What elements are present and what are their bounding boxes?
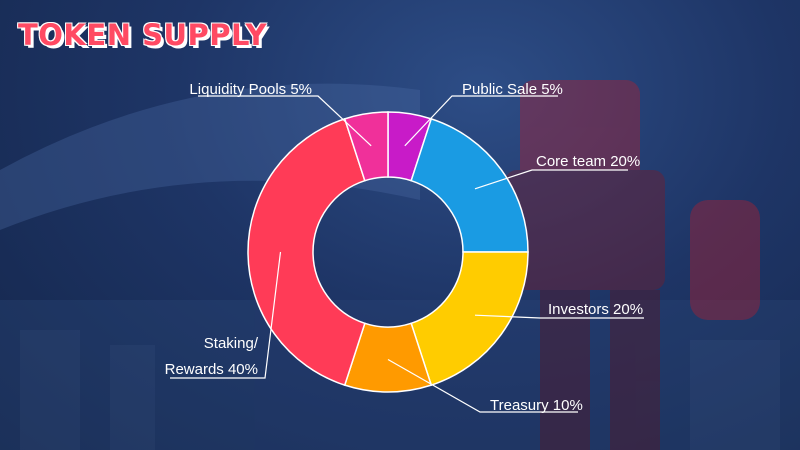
donut-slice-3: [410, 251, 529, 387]
leader-line-4: [387, 358, 578, 413]
background-building: [110, 345, 155, 450]
slice-labels: Public Sale 5% Core team 20% Investors 20%…: [165, 81, 643, 414]
leader-line-1: [404, 95, 558, 147]
leader-line-6: [198, 95, 372, 147]
label-leader-lines: [170, 95, 644, 413]
slice-label-5-line-1: Staking/: [204, 335, 259, 352]
page-title: TOKEN SUPPLY: [18, 18, 267, 52]
donut-slices: [247, 111, 529, 393]
slice-label-3: Investors 20%: [548, 301, 643, 318]
background-banner: [0, 83, 420, 230]
leader-line-2: [474, 169, 628, 190]
leader-line-3: [474, 314, 644, 319]
background-robot: [505, 80, 760, 450]
background-building: [690, 340, 780, 450]
slice-label-5-line-2: Rewards 40%: [165, 361, 258, 378]
background-building: [20, 330, 80, 450]
slice-label-4: Treasury 10%: [490, 397, 583, 414]
donut-slice-5: [247, 117, 366, 387]
slice-label-6: Liquidity Pools 5%: [189, 81, 312, 98]
slice-label-1: Public Sale 5%: [462, 81, 563, 98]
donut-slice-2: [410, 117, 529, 253]
leader-line-5: [170, 251, 282, 379]
donut-slice-6: [343, 111, 389, 182]
slice-label-2: Core team 20%: [536, 153, 640, 170]
